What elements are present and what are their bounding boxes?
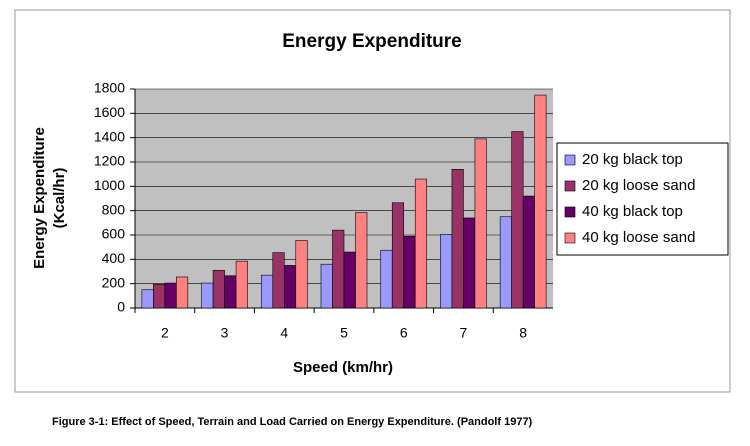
x-tick-label: 8 (519, 325, 527, 341)
x-tick-label: 3 (221, 325, 229, 341)
legend-box (556, 142, 729, 256)
bar (414, 178, 428, 309)
bar (320, 263, 333, 309)
x-tick-label: 2 (161, 325, 169, 341)
x-tick-label: 4 (280, 325, 288, 341)
bar (176, 276, 189, 309)
bar (474, 138, 487, 309)
bar (534, 94, 547, 309)
x-tick-label: 6 (400, 325, 408, 341)
bar (260, 274, 274, 309)
legend-swatch (564, 232, 576, 244)
y-tick-label: 800 (102, 201, 126, 217)
legend-swatch (564, 180, 576, 192)
y-axis-title: Energy Expenditure (31, 127, 48, 269)
legend-swatch (564, 206, 576, 218)
x-tick-label: 5 (340, 325, 348, 341)
y-tick-label: 400 (102, 250, 126, 266)
caption: Figure 3-1: Effect of Speed, Terrain and… (52, 416, 533, 428)
y-tick-label: 1800 (94, 80, 125, 96)
legend-swatch (564, 154, 576, 166)
bar (380, 249, 393, 309)
x-axis-title: Speed (km/hr) (293, 359, 393, 376)
y-tick-label: 200 (102, 274, 126, 290)
y-tick-label: 1600 (94, 104, 125, 120)
bar (212, 269, 225, 309)
bar (451, 169, 464, 309)
y-tick-label: 600 (102, 226, 126, 242)
y-tick-label: 1400 (94, 128, 125, 144)
bar (332, 229, 345, 309)
bar (463, 217, 476, 309)
bar (355, 212, 368, 309)
legend-label: 20 kg black top (582, 151, 683, 168)
legend-label: 20 kg loose sand (582, 177, 695, 194)
bar (283, 265, 297, 309)
y-tick-label: 0 (117, 299, 125, 315)
bar (499, 216, 512, 309)
legend-label: 40 kg loose sand (582, 229, 695, 246)
legend-label: 40 kg black top (582, 203, 683, 220)
bar (201, 282, 214, 309)
bar (391, 202, 405, 309)
bar (164, 282, 177, 309)
bar (235, 260, 248, 309)
bar (153, 283, 166, 309)
chart-title: Energy Expenditure (282, 31, 462, 52)
bar (141, 289, 154, 309)
bar (522, 195, 535, 309)
y-tick-label: 1000 (94, 177, 125, 193)
bar (343, 251, 356, 309)
bar (440, 234, 453, 309)
y-axis-title: (Kcal/hr) (51, 168, 68, 229)
y-tick-label: 1200 (94, 153, 125, 169)
bar (224, 275, 237, 309)
bar (511, 131, 524, 309)
x-tick-label: 7 (460, 325, 468, 341)
bar (403, 235, 416, 309)
bar (272, 252, 285, 309)
bar (295, 240, 308, 309)
